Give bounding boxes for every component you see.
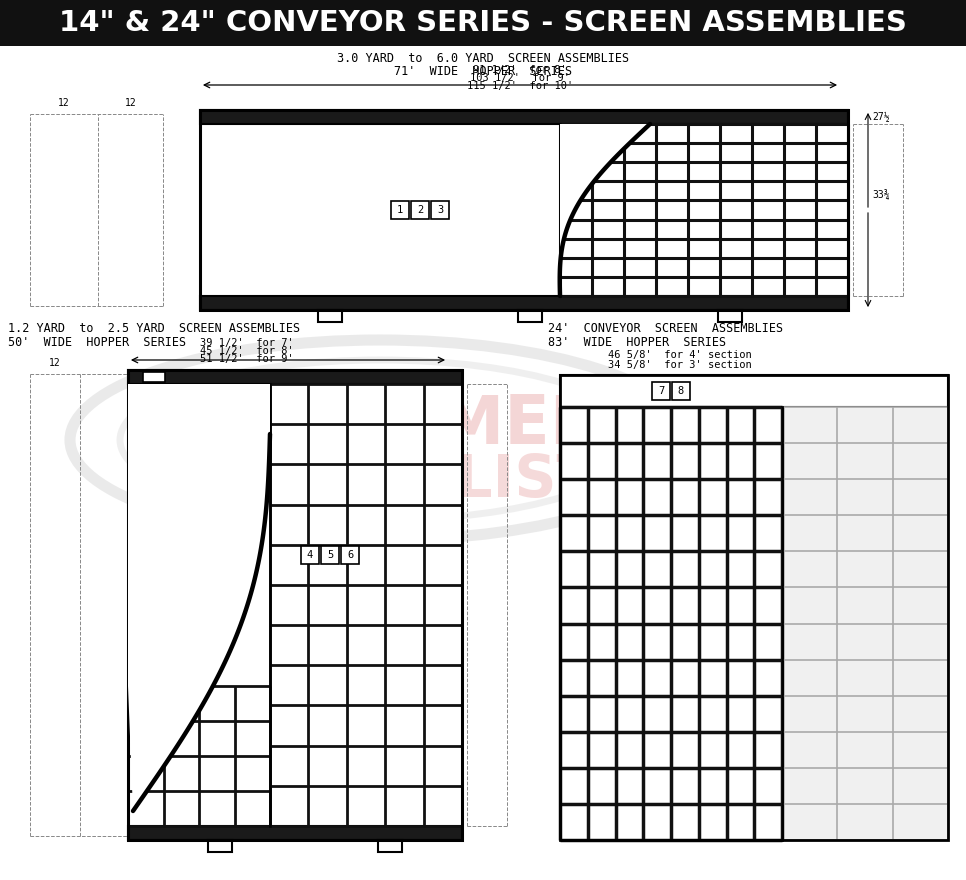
Text: 83'  WIDE  HOPPER  SERIES: 83' WIDE HOPPER SERIES [548,336,726,349]
Text: SPECIALISTS: SPECIALISTS [221,451,639,509]
Bar [200,110,848,310]
Text: 34 5/8'  for 3' section: 34 5/8' for 3' section [608,360,752,370]
Bar [318,310,342,322]
Text: 50'  WIDE  HOPPER  SERIES: 50' WIDE HOPPER SERIES [8,336,186,349]
Bar [718,310,742,322]
Bar [200,110,848,310]
Text: 1: 1 [397,205,403,215]
Bar [431,201,449,219]
Bar [301,546,319,564]
Bar [782,407,948,840]
Bar [128,370,462,384]
Text: 46 5/8'  for 4' section: 46 5/8' for 4' section [608,350,752,360]
Bar [560,407,782,840]
Bar [560,375,948,840]
Text: 12: 12 [125,98,136,108]
Bar [143,372,165,382]
Bar [0,0,966,46]
Bar [378,840,402,852]
Bar [341,546,359,564]
Bar [200,296,848,310]
Text: 24'  CONVEYOR  SCREEN  ASSEMBLIES: 24' CONVEYOR SCREEN ASSEMBLIES [548,322,783,335]
Text: 3.0 YARD  to  6.0 YARD  SCREEN ASSEMBLIES: 3.0 YARD to 6.0 YARD SCREEN ASSEMBLIES [337,52,629,65]
Text: 33¾: 33¾ [872,189,890,200]
Bar [128,370,462,840]
Bar [321,546,339,564]
Polygon shape [128,384,270,811]
Text: 1.2 YARD  to  2.5 YARD  SCREEN ASSEMBLIES: 1.2 YARD to 2.5 YARD SCREEN ASSEMBLIES [8,322,300,335]
Text: 103 1/2'  for 9': 103 1/2' for 9' [470,73,570,83]
Text: 71'  WIDE  HOPPER  SERIES: 71' WIDE HOPPER SERIES [394,65,572,78]
Text: 8: 8 [678,386,684,396]
Text: 6: 6 [347,550,354,560]
Bar [518,310,542,322]
Text: 7: 7 [658,386,665,396]
Text: EQUIPMENT: EQUIPMENT [209,392,651,458]
Text: 4: 4 [307,550,313,560]
Text: 39 1/2'  for 7': 39 1/2' for 7' [200,338,294,348]
Bar [411,201,429,219]
Bar [560,375,948,407]
Bar [208,840,232,852]
Text: 14" & 24" CONVEYOR SERIES - SCREEN ASSEMBLIES: 14" & 24" CONVEYOR SERIES - SCREEN ASSEM… [59,9,907,37]
Text: 51 1/2'  for 9': 51 1/2' for 9' [200,354,294,364]
Bar [128,370,462,840]
Bar [200,110,848,124]
Bar [391,201,409,219]
Text: 115 1/2'  for 10': 115 1/2' for 10' [467,81,573,91]
Text: 91 1/2'  for 8': 91 1/2' for 8' [473,65,567,75]
Bar [672,382,690,400]
Text: 2: 2 [417,205,423,215]
Bar [652,382,670,400]
Bar [128,826,462,840]
Text: 12: 12 [49,358,61,368]
Text: 3: 3 [437,205,443,215]
Text: 45 1/2'  for 8': 45 1/2' for 8' [200,346,294,356]
Polygon shape [559,124,650,296]
Text: 5: 5 [327,550,333,560]
Text: 12: 12 [58,98,70,108]
Text: 27½: 27½ [872,112,890,122]
